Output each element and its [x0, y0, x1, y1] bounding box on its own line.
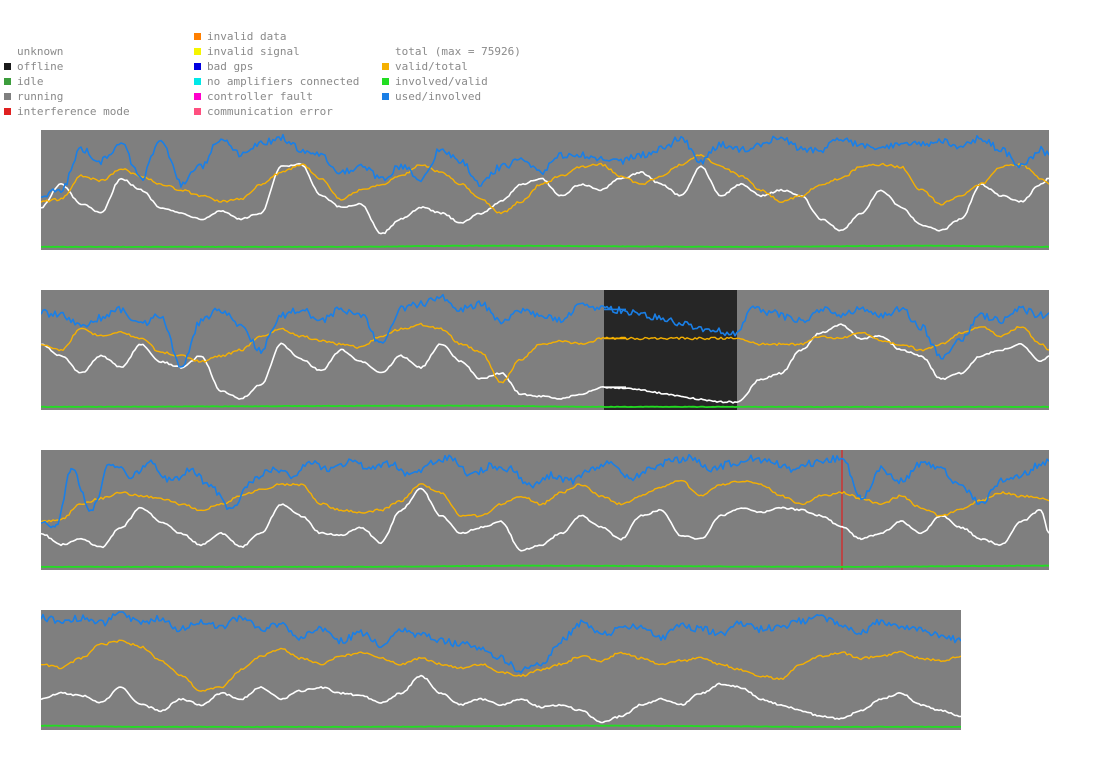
legend-fault-swatch: [194, 108, 201, 115]
legend-metric-item: total (max = 75926): [382, 44, 521, 59]
legend-state-item: interference mode: [4, 104, 130, 119]
series-line-valid: [41, 322, 1049, 384]
running-state-background: [41, 290, 1049, 410]
legend-state-swatch: [4, 108, 11, 115]
chart-panel-2: [41, 290, 1049, 410]
legend-fault-label: bad gps: [207, 60, 254, 73]
legend-fault-swatch: [194, 63, 201, 70]
chart-panel-1-plot: [41, 130, 1049, 250]
legend-state-label: running: [17, 90, 64, 103]
chart-panel-2-plot: [41, 290, 1049, 410]
legend-fault-swatch: [194, 78, 201, 85]
legend-state-swatch: [4, 63, 11, 70]
running-state-background: [41, 450, 1049, 570]
running-state-background: [41, 130, 1049, 250]
legend-fault-item: bad gps: [194, 59, 359, 74]
chart-panel-1: [41, 130, 1049, 250]
series-line-involved: [41, 564, 1049, 568]
series-line-total: [41, 487, 1049, 552]
series-line-valid: [41, 479, 1049, 523]
legend-state-label: unknown: [17, 45, 64, 58]
legend-metric-label: valid/total: [395, 60, 468, 73]
legend-state-label: idle: [17, 75, 44, 88]
legend-fault-label: communication error: [207, 105, 333, 118]
series-line-total: [41, 162, 1049, 235]
legend-fault-item: invalid data: [194, 29, 359, 44]
legend-metric-item: used/involved: [382, 89, 521, 104]
legend-states: unknown offline idle running interference mo…: [4, 44, 130, 119]
series-line-valid: [41, 639, 961, 692]
series-line-used: [41, 453, 1049, 529]
legend-fault-item: controller fault: [194, 89, 359, 104]
legend-state-label: offline: [17, 60, 64, 73]
legend-faults: invalid data invalid signal bad gps no ampl…: [194, 29, 359, 119]
series-line-involved: [41, 724, 961, 728]
legend-state-item: offline: [4, 59, 130, 74]
series-line-involved: [41, 404, 1049, 408]
series-line-total: [41, 674, 961, 724]
series-line-used: [41, 611, 961, 674]
series-line-total: [41, 323, 1049, 404]
legend-fault-label: controller fault: [207, 90, 313, 103]
offline-state-block: [604, 290, 737, 410]
series-line-used: [41, 133, 1049, 199]
legend-fault-swatch: [194, 93, 201, 100]
legend-state-item: running: [4, 89, 130, 104]
legend-fault-label: invalid data: [207, 30, 287, 43]
legend-metric-swatch: [382, 93, 389, 100]
running-state-background: [41, 610, 961, 730]
chart-panel-3: [41, 450, 1049, 570]
legend-metric-item: involved/valid: [382, 74, 521, 89]
legend-fault-item: communication error: [194, 104, 359, 119]
legend-state-swatch: [4, 78, 11, 85]
chart-panel-4: [41, 610, 961, 730]
series-line-valid: [41, 154, 1049, 215]
legend-state-item: idle: [4, 74, 130, 89]
legend-metric-label: total (max = 75926): [395, 45, 521, 58]
series-line-involved: [41, 244, 1049, 248]
legend-state-item: unknown: [4, 44, 130, 59]
legend-fault-swatch: [194, 48, 201, 55]
legend-state-label: interference mode: [17, 105, 130, 118]
legend-metric-label: involved/valid: [395, 75, 488, 88]
legend-metric-label: used/involved: [395, 90, 482, 103]
legend-state-swatch: [4, 93, 11, 100]
legend-fault-item: invalid signal: [194, 44, 359, 59]
legend-fault-item: no amplifiers connected: [194, 74, 359, 89]
legend-fault-label: invalid signal: [207, 45, 300, 58]
legend-fault-swatch: [194, 33, 201, 40]
series-line-used: [41, 293, 1049, 368]
legend-metric-swatch: [382, 48, 389, 55]
legend-fault-label: no amplifiers connected: [207, 75, 360, 88]
legend-state-swatch: [4, 48, 11, 55]
legend-metrics: total (max = 75926) valid/total involved/v…: [382, 44, 521, 104]
legend-metric-swatch: [382, 78, 389, 85]
chart-panel-3-plot: [41, 450, 1049, 570]
legend-metric-item: valid/total: [382, 59, 521, 74]
legend-metric-swatch: [382, 63, 389, 70]
chart-panel-4-plot: [41, 610, 961, 730]
